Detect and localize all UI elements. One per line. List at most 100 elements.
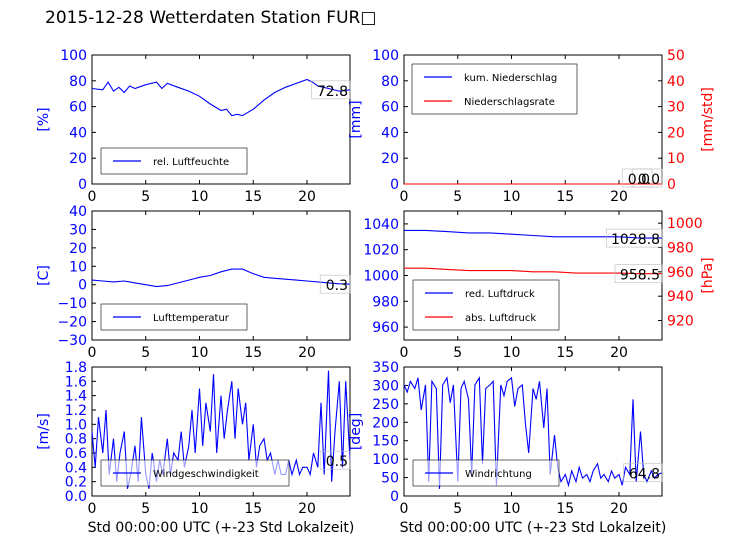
precipitation-y-right-tick-label: 30 [667, 100, 685, 116]
temperature-y-tick-label: 30 [69, 222, 87, 238]
winddirection-legend-label: Windrichtung [465, 469, 532, 480]
humidity-x-tick-label: 0 [88, 189, 97, 205]
humidity-series-line-1 [91, 78, 351, 117]
precipitation-y-right-tick-label: 50 [667, 48, 685, 64]
pressure-x-tick-label: 20 [610, 345, 628, 361]
temperature-x-tick-label: 20 [298, 345, 316, 361]
precipitation-y-tick-label: 40 [381, 125, 399, 141]
pressure-y-right-tick-label: 920 [667, 314, 694, 330]
windspeed-y-tick-label: 0.6 [65, 446, 87, 462]
precipitation-x-tick-label: 10 [503, 189, 521, 205]
pressure-y-tick-label: 960 [372, 320, 399, 336]
pressure-y-tick-label: 1020 [363, 243, 399, 259]
pressure-y-right-tick-label: 980 [667, 241, 694, 257]
temperature-legend-box [100, 303, 248, 331]
pressure-value-label: 1028.8 [611, 232, 660, 248]
windspeed-y-tick-label: 1.0 [65, 417, 87, 433]
pressure-series-line-2 [404, 267, 662, 275]
temperature-y-tick-label: 40 [69, 204, 87, 220]
temperature-value-box [319, 274, 351, 294]
precipitation-legend-box [411, 63, 578, 115]
pressure-y-tick-label: 980 [372, 294, 399, 310]
winddirection-y-tick-label: 150 [372, 434, 399, 450]
winddirection-y-tick-label: 100 [372, 452, 399, 468]
winddirection-y-tick-label: 200 [372, 415, 399, 431]
winddirection-x-tick-label: 0 [400, 501, 409, 517]
temperature-y-tick-label: −30 [57, 333, 87, 349]
precipitation-y-tick-label: 60 [381, 100, 399, 116]
humidity-y-axis-label: [%] [36, 107, 52, 131]
pressure-y-right-axis-label: [hPa] [700, 257, 716, 293]
humidity-y-tick-label: 80 [69, 74, 87, 90]
windspeed-y-tick-label: 1.6 [65, 374, 87, 390]
windspeed-y-tick-label: 0.2 [65, 475, 87, 491]
windspeed-x-tick-label: 0 [88, 501, 97, 517]
humidity-value-label: 72.8 [317, 84, 348, 100]
temperature-x-tick-label: 0 [88, 345, 97, 361]
temperature-x-tick-label: 5 [141, 345, 150, 361]
pressure-value-box [606, 228, 663, 248]
windspeed-y-tick-label: 1.2 [65, 403, 87, 419]
precipitation-y-right-tick-label: 10 [667, 151, 685, 167]
windspeed-value-box [319, 450, 351, 470]
precipitation-legend-label: kum. Niederschlag [464, 73, 557, 84]
figure-title: 2015-12-28 Wetterdaten Station FUR□ [45, 8, 377, 28]
pressure-x-tick-label: 10 [503, 345, 521, 361]
temperature-y-tick-label: 10 [69, 259, 87, 275]
humidity-y-tick-label: 0 [78, 177, 87, 193]
windspeed-x-tick-label: 5 [141, 501, 150, 517]
precipitation-legend-label: Niederschlagsrate [464, 97, 555, 108]
humidity-y-tick-label: 60 [69, 100, 87, 116]
pressure-y-tick-label: 1040 [363, 217, 399, 233]
precipitation-y-right-tick-label: 0 [667, 177, 676, 193]
humidity-legend-label: rel. Luftfeuchte [153, 157, 229, 168]
pressure-legend-label: red. Luftdruck [465, 289, 535, 300]
precipitation-y-axis-label: [mm] [348, 100, 364, 138]
humidity-x-tick-label: 20 [298, 189, 316, 205]
winddirection-x-tick-label: 5 [453, 501, 462, 517]
humidity-x-tick-label: 5 [141, 189, 150, 205]
temperature-y-tick-label: −20 [57, 315, 87, 331]
humidity-y-tick-label: 20 [69, 151, 87, 167]
pressure-legend-box [412, 279, 560, 331]
windspeed-x-tick-label: 10 [191, 501, 209, 517]
temperature-legend-label: Lufttemperatur [153, 313, 230, 324]
winddirection-x-tick-label: 15 [556, 501, 574, 517]
winddirection-y-tick-label: 50 [381, 471, 399, 487]
windspeed-series-line-1 [91, 370, 351, 489]
precipitation-value-label: 0.0 [628, 172, 650, 188]
precipitation-x-tick-label: 15 [556, 189, 574, 205]
winddirection-x-tick-label: 10 [503, 501, 521, 517]
precipitation-y-tick-label: 100 [372, 48, 399, 64]
temperature-x-tick-label: 15 [244, 345, 262, 361]
pressure-x-tick-label: 15 [556, 345, 574, 361]
humidity-value-box [311, 80, 351, 100]
temperature-y-tick-label: 0 [78, 278, 87, 294]
humidity-y-tick-label: 100 [60, 48, 87, 64]
windspeed-y-tick-label: 0.4 [65, 460, 87, 476]
temperature-value-label: 0.3 [326, 278, 348, 294]
pressure-y-right-tick-label: 960 [667, 265, 694, 281]
precipitation-y-tick-label: 80 [381, 74, 399, 90]
precipitation-x-tick-label: 0 [400, 189, 409, 205]
precipitation-value-box [621, 168, 653, 188]
temperature-y-tick-label: −10 [57, 296, 87, 312]
precipitation-y-tick-label: 20 [381, 151, 399, 167]
precipitation-x-tick-label: 5 [453, 189, 462, 205]
windspeed-value-label: 0.5 [326, 454, 348, 470]
humidity-x-tick-label: 15 [244, 189, 262, 205]
windspeed-y-tick-label: 0.0 [65, 489, 87, 505]
pressure-x-tick-label: 5 [453, 345, 462, 361]
precipitation-y-right-tick-label: 40 [667, 74, 685, 90]
pressure-series-line-1 [404, 229, 662, 239]
temperature-x-tick-label: 10 [191, 345, 209, 361]
pressure-y-tick-label: 1000 [363, 269, 399, 285]
precipitation-value-label: 0.0 [638, 172, 660, 188]
precipitation-y-right-axis-label: [mm/std] [700, 87, 716, 152]
temperature-y-tick-label: 20 [69, 241, 87, 257]
winddirection-y-tick-label: 0 [390, 489, 399, 505]
humidity-y-tick-label: 40 [69, 125, 87, 141]
winddirection-y-tick-label: 300 [372, 378, 399, 394]
windspeed-y-tick-label: 0.8 [65, 432, 87, 448]
